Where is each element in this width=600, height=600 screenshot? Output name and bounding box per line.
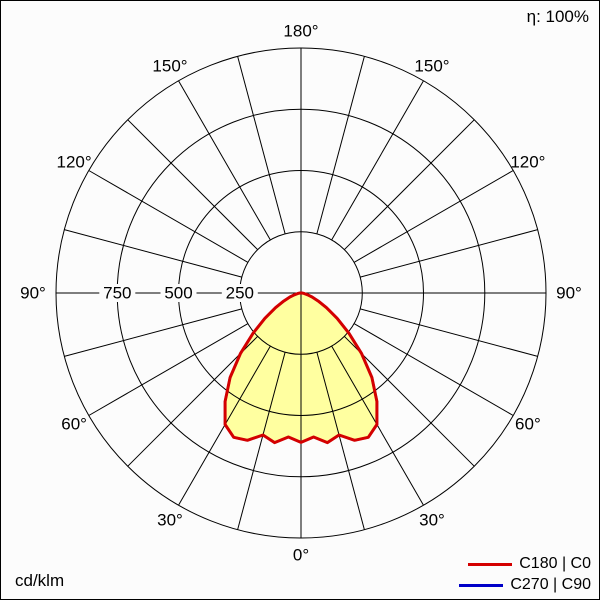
polar-grid — [55, 47, 547, 539]
angle-label-90-left: 90° — [20, 284, 46, 303]
angle-label-0: 0° — [293, 546, 309, 565]
angle-label-150-left: 150° — [152, 57, 187, 76]
angle-grid-line-135 — [343, 119, 475, 251]
legend-item-c180-c0: C180 | C0 — [468, 555, 591, 573]
angle-grid-line-105 — [360, 229, 538, 278]
legend-label-c270-c90: C270 | C90 — [510, 576, 591, 593]
legend: C180 | C0 C270 | C90 — [459, 555, 591, 594]
radial-tick-500: 500 — [164, 284, 192, 303]
angle-grid-line-255 — [64, 229, 242, 278]
radial-tick-750: 750 — [103, 284, 131, 303]
angle-label-30-left: 30° — [157, 510, 183, 529]
legend-item-c270-c90: C270 | C90 — [459, 576, 591, 594]
angle-label-180: 180° — [283, 22, 318, 41]
angle-label-120: 120° — [510, 153, 545, 172]
angle-grid-line-225 — [127, 119, 259, 251]
angle-grid-line-210 — [178, 80, 271, 241]
radial-tick-bg-250 — [221, 284, 258, 302]
radial-tick-250: 250 — [226, 284, 254, 303]
angle-grid-line-195 — [237, 56, 286, 234]
angle-grid-line-345 — [237, 352, 286, 530]
angle-grid-line-15 — [316, 352, 365, 530]
angle-label-90: 90° — [556, 284, 582, 303]
angle-grid-line-75 — [360, 308, 538, 357]
legend-label-c180-c0: C180 | C0 — [519, 555, 591, 572]
angle-grid-line-60 — [353, 323, 514, 416]
angle-grid-line-165 — [316, 56, 365, 234]
angle-grid-line-240 — [88, 170, 249, 263]
units-label: cd/klm — [15, 571, 65, 590]
angle-grid-line-315 — [127, 335, 259, 467]
radial-tick-labels: 250 500 750 — [99, 284, 258, 303]
angle-label-120-left: 120° — [57, 153, 92, 172]
radial-tick-bg-750 — [99, 284, 136, 302]
angle-grid-line-150 — [331, 80, 424, 241]
angle-label-60: 60° — [515, 415, 541, 434]
legend-line-blue — [459, 583, 504, 587]
curve-c180-c0 — [223, 291, 379, 445]
angle-label-150: 150° — [414, 57, 449, 76]
angle-grid-line-300 — [88, 323, 249, 416]
angle-grid-line-45 — [343, 335, 475, 467]
legend-line-red — [468, 562, 513, 566]
efficiency-label: η: 100% — [526, 7, 589, 26]
angle-label-30: 30° — [419, 510, 445, 529]
angle-labels: 0° 30° 30° 60° 60° 90° 90° 120° 120° 150° 150° 180° — [20, 22, 582, 565]
angle-grid-line-285 — [64, 308, 242, 357]
angle-label-60-left: 60° — [61, 415, 87, 434]
radial-tick-bg-500 — [160, 284, 197, 302]
angle-grid-line-120 — [353, 170, 514, 263]
